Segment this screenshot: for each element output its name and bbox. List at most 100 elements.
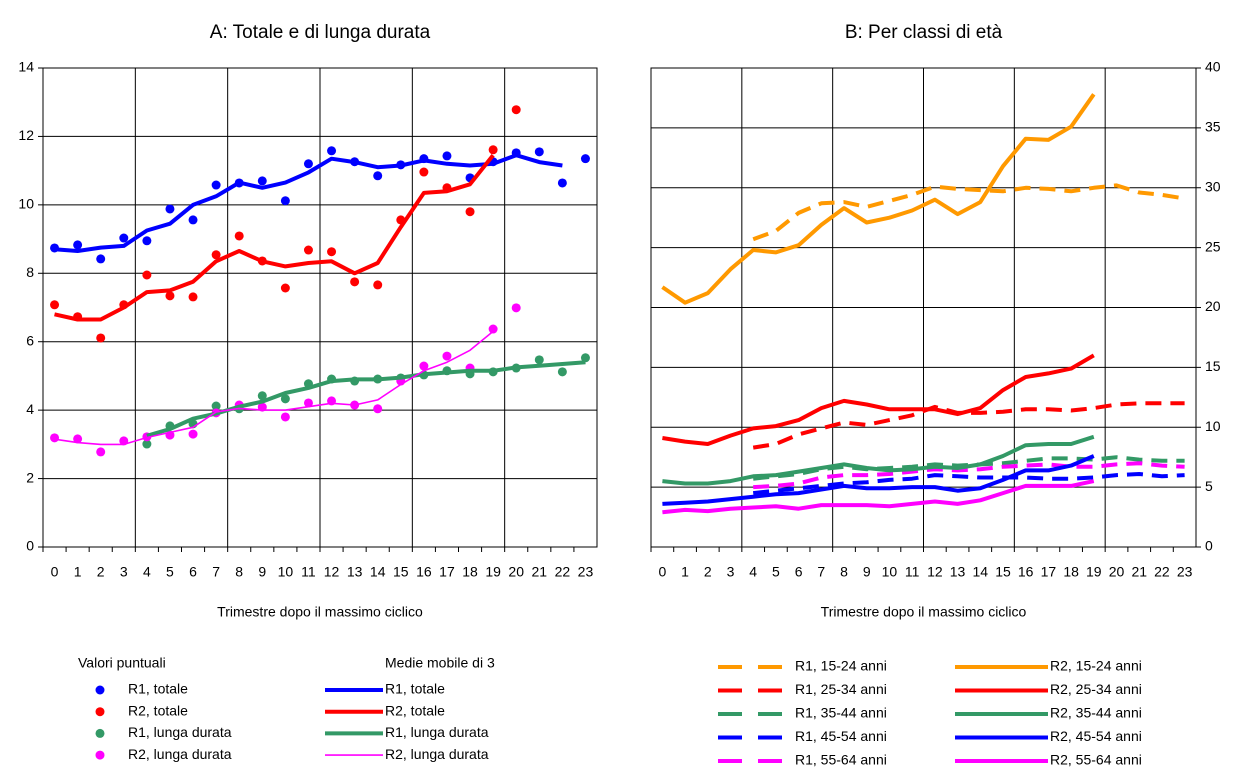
- x-tick-label: 1: [74, 564, 82, 580]
- data-point: [580, 353, 590, 363]
- legend-symbol: [95, 707, 105, 717]
- y-tick-label: 10: [1205, 418, 1221, 434]
- data-point: [188, 215, 198, 225]
- y-tick-label: 20: [1205, 298, 1221, 314]
- x-tick-label: 7: [212, 564, 220, 580]
- x-tick-label: 6: [189, 564, 197, 580]
- data-point: [373, 280, 383, 290]
- legend-label: R2, lunga durata: [385, 746, 489, 762]
- x-tick-label: 16: [416, 564, 432, 580]
- data-line: [662, 454, 1095, 506]
- y-tick-label: 2: [26, 469, 34, 485]
- x-tick-label: 0: [658, 564, 666, 580]
- data-line: [752, 455, 1185, 481]
- data-point: [373, 404, 383, 414]
- x-tick-label: 13: [347, 564, 363, 580]
- x-tick-label: 11: [905, 564, 920, 580]
- x-tick-label: 17: [1041, 564, 1057, 580]
- x-tick-label: 23: [578, 564, 594, 580]
- data-line: [662, 434, 1095, 486]
- y-tick-label: 8: [26, 264, 34, 280]
- x-tick-label: 11: [301, 564, 316, 580]
- legend-label: R2, 45-54 anni: [1050, 728, 1142, 744]
- x-tick-label: 2: [704, 564, 712, 580]
- data-point: [50, 433, 60, 443]
- legend-label: R2, totale: [385, 702, 445, 718]
- x-tick-label: 18: [1063, 564, 1079, 580]
- legend-symbol: [95, 728, 105, 738]
- data-line: [661, 93, 1096, 305]
- x-axis-label: Trimestre dopo il massimo ciclico: [217, 604, 423, 620]
- data-point: [142, 439, 152, 449]
- data-point: [188, 292, 198, 302]
- data-line: [662, 353, 1095, 446]
- x-tick-label: 23: [1177, 564, 1193, 580]
- data-line: [752, 472, 1185, 496]
- legend-label: R1, 55-64 anni: [795, 752, 887, 768]
- data-point: [327, 247, 337, 257]
- data-point: [303, 398, 313, 408]
- x-tick-label: 14: [972, 564, 988, 580]
- y-tick-label: 15: [1205, 358, 1221, 374]
- x-tick-label: 9: [863, 564, 871, 580]
- x-tick-label: 13: [950, 564, 966, 580]
- legend-label: R1, 45-54 anni: [795, 728, 887, 744]
- x-tick-label: 15: [995, 564, 1011, 580]
- legend-label: R2, 55-64 anni: [1050, 752, 1142, 768]
- data-point: [234, 231, 244, 241]
- x-tick-label: 6: [795, 564, 803, 580]
- legend-label: R2, totale: [128, 702, 188, 718]
- data-point: [211, 180, 221, 190]
- y-tick-label: 35: [1205, 119, 1221, 135]
- data-point: [373, 171, 383, 181]
- data-point: [165, 291, 175, 301]
- legend-label: R1, lunga durata: [385, 724, 489, 740]
- x-tick-label: 19: [485, 564, 501, 580]
- data-point: [557, 178, 567, 188]
- x-tick-label: 15: [393, 564, 409, 580]
- data-line: [752, 401, 1185, 450]
- x-tick-label: 0: [51, 564, 59, 580]
- data-point: [327, 146, 337, 156]
- x-tick-label: 18: [462, 564, 478, 580]
- x-tick-label: 21: [1131, 564, 1147, 580]
- data-line: [54, 153, 563, 253]
- data-point: [488, 324, 498, 334]
- data-line: [753, 461, 1185, 490]
- data-line: [662, 479, 1095, 515]
- x-tick-label: 22: [1154, 564, 1170, 580]
- data-point: [211, 250, 221, 260]
- x-axis-label: Trimestre dopo il massimo ciclico: [821, 604, 1027, 620]
- y-tick-label: 5: [1205, 478, 1213, 494]
- data-point: [96, 254, 106, 264]
- x-tick-label: 22: [555, 564, 571, 580]
- legend-symbol: [95, 750, 105, 760]
- data-point: [142, 236, 152, 246]
- data-point: [511, 105, 521, 115]
- legend-label: R1, 15-24 anni: [795, 658, 887, 674]
- data-point: [580, 154, 590, 164]
- x-tick-label: 4: [143, 564, 151, 580]
- x-tick-label: 2: [97, 564, 105, 580]
- x-tick-label: 1: [681, 564, 689, 580]
- data-point: [142, 270, 152, 280]
- x-tick-label: 3: [120, 564, 128, 580]
- data-point: [350, 277, 360, 287]
- legend-label: R2, lunga durata: [128, 746, 232, 762]
- data-point: [488, 145, 498, 155]
- x-tick-label: 5: [772, 564, 780, 580]
- data-point: [188, 429, 198, 439]
- legend-title: Valori puntuali: [78, 655, 166, 671]
- data-point: [465, 207, 475, 217]
- x-tick-label: 19: [1086, 564, 1102, 580]
- legend-label: R1, lunga durata: [128, 724, 232, 740]
- data-line: [54, 153, 495, 322]
- y-tick-label: 30: [1205, 178, 1221, 194]
- legend-label: R1, 35-44 anni: [795, 705, 887, 721]
- data-point: [557, 367, 567, 377]
- data-point: [280, 394, 290, 404]
- data-point: [211, 401, 221, 411]
- x-tick-label: 20: [508, 564, 524, 580]
